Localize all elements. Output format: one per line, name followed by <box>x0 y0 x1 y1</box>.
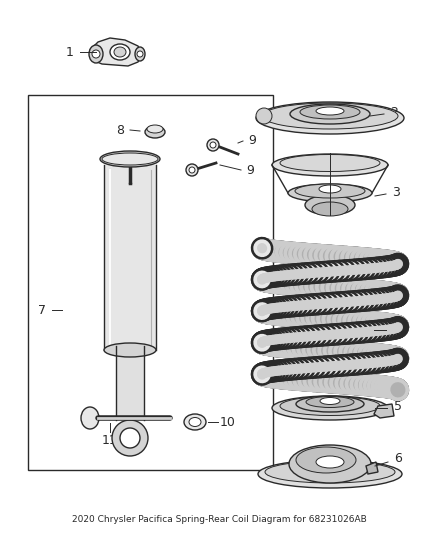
Ellipse shape <box>102 153 158 165</box>
Text: 9: 9 <box>248 133 256 147</box>
Text: 7: 7 <box>38 303 46 317</box>
Ellipse shape <box>288 184 372 202</box>
Ellipse shape <box>296 396 364 412</box>
Ellipse shape <box>280 155 380 172</box>
Ellipse shape <box>262 103 398 129</box>
Ellipse shape <box>189 417 201 426</box>
Polygon shape <box>90 38 142 66</box>
Ellipse shape <box>89 45 103 63</box>
Ellipse shape <box>306 397 354 408</box>
Ellipse shape <box>112 420 148 456</box>
Ellipse shape <box>184 414 206 430</box>
Ellipse shape <box>104 343 156 357</box>
Text: 8: 8 <box>116 124 124 136</box>
Ellipse shape <box>135 47 145 61</box>
Polygon shape <box>366 462 378 474</box>
Ellipse shape <box>319 185 341 193</box>
Polygon shape <box>374 404 394 418</box>
Ellipse shape <box>100 151 160 167</box>
Ellipse shape <box>272 396 388 420</box>
Ellipse shape <box>110 44 130 60</box>
Ellipse shape <box>81 407 99 429</box>
Ellipse shape <box>114 47 126 57</box>
Text: 2: 2 <box>390 106 398 118</box>
Circle shape <box>207 139 219 151</box>
Ellipse shape <box>120 428 140 448</box>
Ellipse shape <box>290 104 370 124</box>
Circle shape <box>256 108 272 124</box>
Text: 11: 11 <box>102 433 118 447</box>
Ellipse shape <box>256 102 404 134</box>
Circle shape <box>189 167 195 173</box>
Ellipse shape <box>300 105 360 119</box>
Ellipse shape <box>145 126 165 138</box>
Text: 6: 6 <box>394 451 402 464</box>
Ellipse shape <box>265 461 395 483</box>
Text: 1: 1 <box>66 45 74 59</box>
Bar <box>104 165 156 350</box>
Ellipse shape <box>320 398 340 405</box>
Text: 5: 5 <box>394 400 402 413</box>
Ellipse shape <box>296 447 356 473</box>
Ellipse shape <box>280 397 380 416</box>
Bar <box>28 95 273 470</box>
Circle shape <box>92 50 100 58</box>
Ellipse shape <box>272 154 388 176</box>
Ellipse shape <box>316 456 344 468</box>
Circle shape <box>137 51 143 57</box>
Circle shape <box>186 164 198 176</box>
Text: 9: 9 <box>246 164 254 176</box>
Ellipse shape <box>147 125 163 133</box>
Text: 10: 10 <box>220 416 236 429</box>
Ellipse shape <box>305 195 355 215</box>
Text: 3: 3 <box>392 185 400 198</box>
Ellipse shape <box>312 202 348 216</box>
Ellipse shape <box>295 184 365 198</box>
Text: 4: 4 <box>392 324 400 336</box>
Ellipse shape <box>316 107 344 115</box>
Text: 2020 Chrysler Pacifica Spring-Rear Coil Diagram for 68231026AB: 2020 Chrysler Pacifica Spring-Rear Coil … <box>72 515 366 524</box>
Circle shape <box>210 142 216 148</box>
Bar <box>116 346 144 420</box>
Ellipse shape <box>258 460 402 488</box>
Ellipse shape <box>289 445 371 483</box>
